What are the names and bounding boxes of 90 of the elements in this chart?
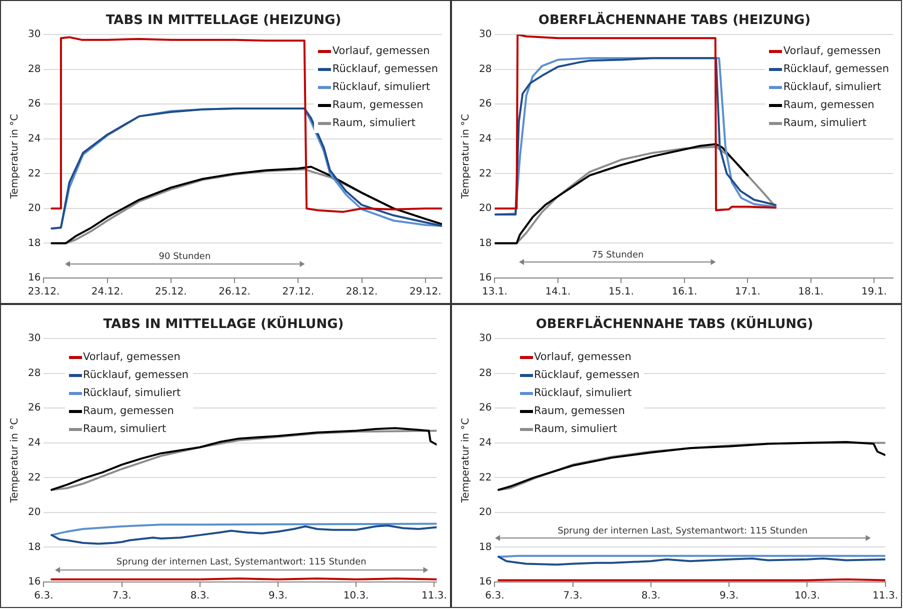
x-tick-label: 28.12. <box>346 286 378 298</box>
annotation: 90 Stunden <box>158 252 211 262</box>
x-tick-label: 27.12. <box>282 286 314 298</box>
y-tick-label: 16 <box>28 576 41 588</box>
legend-label: Vorlauf, gemessen <box>332 44 430 59</box>
legend-label: Rücklauf, gemessen <box>332 62 438 77</box>
y-tick-label: 26 <box>28 402 41 414</box>
y-tick-label: 20 <box>28 203 41 214</box>
y-tick-label: 18 <box>28 542 41 553</box>
legend-label: Rücklauf, gemessen <box>783 62 889 77</box>
legend-label: Vorlauf, gemessen <box>83 350 180 365</box>
y-tick-label: 20 <box>478 203 492 214</box>
y-tick-label: 20 <box>478 507 492 518</box>
y-tick-label: 20 <box>28 507 41 518</box>
legend-label: Rücklauf, simuliert <box>83 386 181 401</box>
x-tick-label: 17.1. <box>734 286 760 298</box>
y-tick-label: 30 <box>478 29 492 40</box>
legend-label: Raum, simuliert <box>783 116 866 131</box>
x-tick-label: 9.3. <box>268 590 288 602</box>
legend-label: Raum, simuliert <box>534 422 618 437</box>
y-tick-label: 16 <box>478 272 492 284</box>
legend-label: Raum, gemessen <box>332 98 424 113</box>
legend-label: Rücklauf, gemessen <box>534 368 640 383</box>
y-axis-title: Temperatur in °C <box>460 114 472 200</box>
x-tick-label: 18.1. <box>798 286 824 298</box>
y-tick-label: 22 <box>478 472 492 484</box>
y-tick-label: 18 <box>478 238 492 249</box>
annotation: 75 Stunden <box>592 250 644 260</box>
x-tick-label: 26.12. <box>218 286 250 298</box>
x-tick-label: 7.3. <box>563 590 582 602</box>
y-tick-label: 30 <box>28 333 41 344</box>
y-tick-label: 26 <box>478 98 492 110</box>
x-tick-label: 13.1. <box>482 286 508 298</box>
y-tick-label: 18 <box>478 542 492 553</box>
y-tick-label: 22 <box>28 472 41 484</box>
y-axis-title: Temperatur in °C <box>10 114 21 200</box>
y-tick-label: 30 <box>28 29 41 40</box>
y-tick-label: 28 <box>478 64 492 75</box>
legend-label: Raum, simuliert <box>83 422 166 437</box>
chart-title: TABS IN MITTELLAGE (KÜHLUNG) <box>103 315 344 332</box>
x-tick-label: 15.1. <box>608 286 634 298</box>
x-tick-label: 29.12. <box>410 286 442 298</box>
chart-title: OBERFLÄCHENNAHE TABS (HEIZUNG) <box>538 11 811 28</box>
legend-label: Raum, gemessen <box>83 404 174 419</box>
y-tick-label: 26 <box>478 402 492 414</box>
y-tick-label: 24 <box>28 438 41 449</box>
x-tick-label: 14.1. <box>545 286 571 298</box>
legend-label: Raum, gemessen <box>783 98 874 113</box>
x-tick-label: 6.3. <box>485 590 504 602</box>
y-tick-label: 28 <box>28 368 41 379</box>
x-tick-label: 8.3. <box>641 590 660 602</box>
x-tick-label: 25.12. <box>155 286 187 298</box>
x-tick-label: 11.3. <box>872 590 898 602</box>
x-tick-label: 24.12. <box>91 286 124 298</box>
annotation: Sprung der internen Last, Systemantwort: 115 Stunden <box>116 558 366 568</box>
y-tick-label: 16 <box>28 272 41 284</box>
y-tick-label: 30 <box>478 333 492 344</box>
x-tick-label: 11.3. <box>422 590 447 602</box>
legend-label: Vorlauf, gemessen <box>534 350 632 365</box>
legend-label: Raum, gemessen <box>534 404 625 419</box>
x-tick-label: 10.3. <box>343 590 369 602</box>
y-tick-label: 24 <box>478 134 492 145</box>
y-axis-title: Temperatur in °C <box>460 418 472 504</box>
x-tick-label: 6.3. <box>34 590 54 602</box>
x-tick-label: 7.3. <box>112 590 132 602</box>
y-tick-label: 22 <box>478 168 492 180</box>
x-tick-label: 23.12. <box>28 286 60 298</box>
legend-label: Rücklauf, simuliert <box>534 386 632 401</box>
chart-title: TABS IN MITTELLAGE (HEIZUNG) <box>106 13 342 28</box>
x-tick-label: 16.1. <box>672 286 698 298</box>
y-tick-label: 18 <box>28 238 41 249</box>
legend-label: Raum, simuliert <box>332 116 416 131</box>
y-tick-label: 24 <box>28 134 41 145</box>
x-tick-label: 8.3. <box>190 590 210 602</box>
x-tick-label: 19.1. <box>861 286 887 298</box>
y-tick-label: 16 <box>478 576 492 588</box>
annotation: Sprung der internen Last, Systemantwort: 115 Stunden <box>558 526 808 536</box>
y-tick-label: 28 <box>28 64 41 75</box>
y-tick-label: 22 <box>28 168 41 180</box>
legend-label: Vorlauf, gemessen <box>783 44 881 59</box>
y-tick-label: 28 <box>478 368 492 379</box>
legend-label: Rücklauf, simuliert <box>332 80 430 95</box>
chart-title: OBERFLÄCHENNAHE TABS (KÜHLUNG) <box>536 315 814 332</box>
y-tick-label: 24 <box>478 438 492 449</box>
legend-label: Rücklauf, simuliert <box>783 80 882 95</box>
y-axis-title: Temperatur in °C <box>10 418 21 504</box>
y-tick-label: 26 <box>28 98 41 110</box>
x-tick-label: 9.3. <box>720 590 739 602</box>
x-tick-label: 10.3. <box>794 590 820 602</box>
legend-label: Rücklauf, gemessen <box>83 368 189 383</box>
